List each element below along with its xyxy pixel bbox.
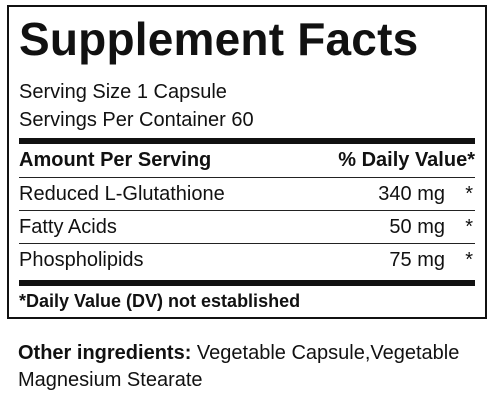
thick-divider-bottom — [19, 280, 475, 286]
row-divider — [19, 177, 475, 178]
serving-size: Serving Size 1 Capsule — [19, 81, 227, 103]
nutrient-daily-value: * — [465, 249, 473, 271]
table-row: Reduced L-Glutathione 340 mg * — [19, 179, 475, 209]
supplement-facts-panel: Supplement Facts Serving Size 1 Capsule … — [7, 5, 487, 319]
nutrient-name: Reduced L-Glutathione — [19, 183, 225, 205]
nutrient-daily-value: * — [465, 183, 473, 205]
thick-divider-top — [19, 138, 475, 144]
table-row: Fatty Acids 50 mg * — [19, 212, 475, 242]
nutrient-daily-value: * — [465, 216, 473, 238]
other-ingredients-label: Other ingredients: — [18, 342, 192, 364]
servings-per-container: Servings Per Container 60 — [19, 109, 254, 131]
nutrient-name: Fatty Acids — [19, 216, 117, 238]
other-ingredients: Other ingredients: Vegetable Capsule,Veg… — [18, 340, 488, 394]
amount-per-serving-header: Amount Per Serving — [19, 149, 212, 171]
daily-value-footnote: *Daily Value (DV) not established — [19, 291, 301, 311]
row-divider — [19, 243, 475, 244]
other-ingredients-text: Vegetable Capsule,Vegetable Magnesium St… — [18, 342, 460, 391]
row-divider — [19, 210, 475, 211]
nutrient-name: Phospholipids — [19, 249, 144, 271]
nutrient-amount: 75 mg — [389, 249, 445, 271]
panel-title: Supplement Facts — [19, 13, 419, 65]
daily-value-header: % Daily Value* — [338, 149, 475, 171]
table-header-row: Amount Per Serving % Daily Value* — [19, 147, 475, 175]
table-row: Phospholipids 75 mg * — [19, 245, 475, 275]
nutrient-amount: 50 mg — [389, 216, 445, 238]
nutrient-amount: 340 mg — [378, 183, 445, 205]
